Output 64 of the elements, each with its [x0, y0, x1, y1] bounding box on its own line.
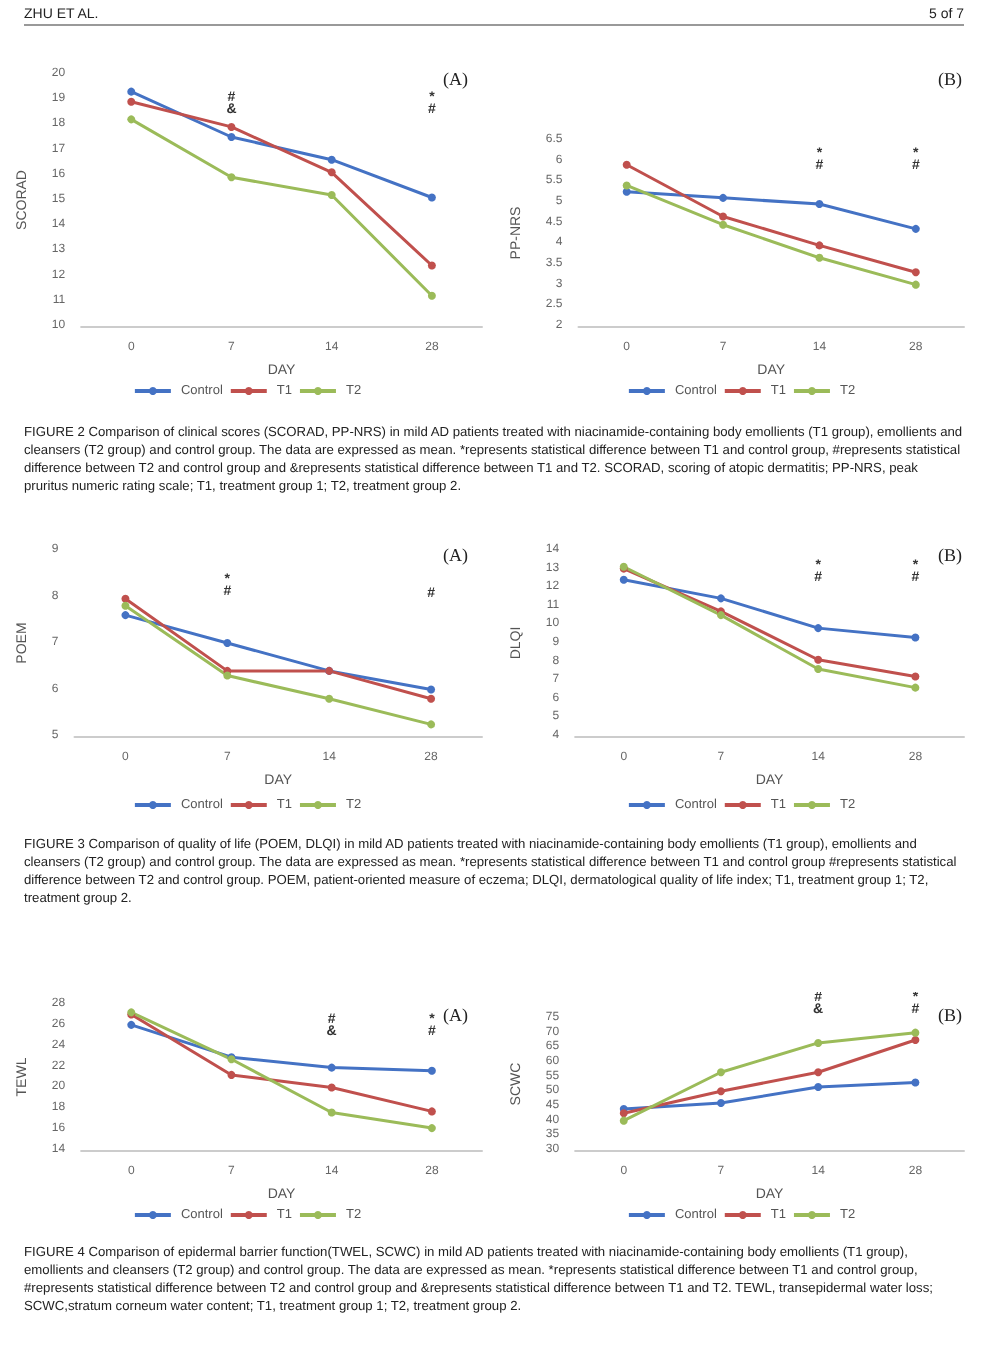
point [121, 611, 130, 620]
point [121, 594, 130, 603]
point [227, 133, 236, 141]
point [814, 655, 823, 664]
point [911, 633, 920, 642]
point [716, 1087, 725, 1096]
point [619, 575, 628, 584]
point [719, 193, 728, 202]
point [622, 181, 631, 190]
chart-title: (B) [938, 1005, 963, 1025]
point [325, 694, 334, 703]
point [327, 168, 336, 177]
point [427, 193, 436, 202]
point [815, 200, 824, 209]
point [427, 694, 436, 703]
point [127, 115, 136, 124]
point [814, 1082, 823, 1091]
point [223, 671, 232, 680]
point [911, 224, 920, 233]
point [427, 685, 436, 694]
point [911, 268, 920, 277]
point [427, 1107, 436, 1116]
point [127, 97, 136, 106]
point [327, 1063, 336, 1072]
point [427, 261, 436, 270]
point [127, 1020, 136, 1029]
point [911, 1028, 920, 1037]
point [427, 1066, 436, 1075]
point [814, 1068, 823, 1077]
point [815, 253, 824, 262]
point [327, 190, 336, 199]
point [227, 173, 236, 182]
point [227, 1070, 236, 1079]
point [911, 280, 920, 289]
point [716, 1068, 725, 1077]
point [619, 1109, 628, 1118]
point [716, 594, 725, 603]
point [427, 1124, 436, 1133]
chart-title: (A) [443, 69, 469, 89]
point [327, 1083, 336, 1092]
point [911, 672, 920, 681]
point [327, 1108, 336, 1117]
point [227, 122, 236, 131]
point [127, 87, 136, 96]
point [223, 639, 232, 647]
point [911, 683, 920, 692]
point [814, 1038, 823, 1047]
point [716, 1099, 725, 1108]
point [815, 241, 824, 250]
point [427, 291, 436, 300]
chart-title: (B) [938, 69, 963, 89]
point [719, 212, 728, 221]
point [719, 220, 728, 229]
point [121, 601, 130, 610]
chart-title: (B) [938, 545, 963, 565]
chart-title: (A) [443, 1005, 469, 1025]
point [814, 624, 823, 633]
point [622, 160, 631, 169]
point [327, 155, 336, 164]
point [814, 665, 823, 674]
point [911, 1078, 920, 1087]
chart-title: (A) [443, 545, 469, 565]
point [427, 720, 436, 729]
point [619, 1116, 628, 1125]
